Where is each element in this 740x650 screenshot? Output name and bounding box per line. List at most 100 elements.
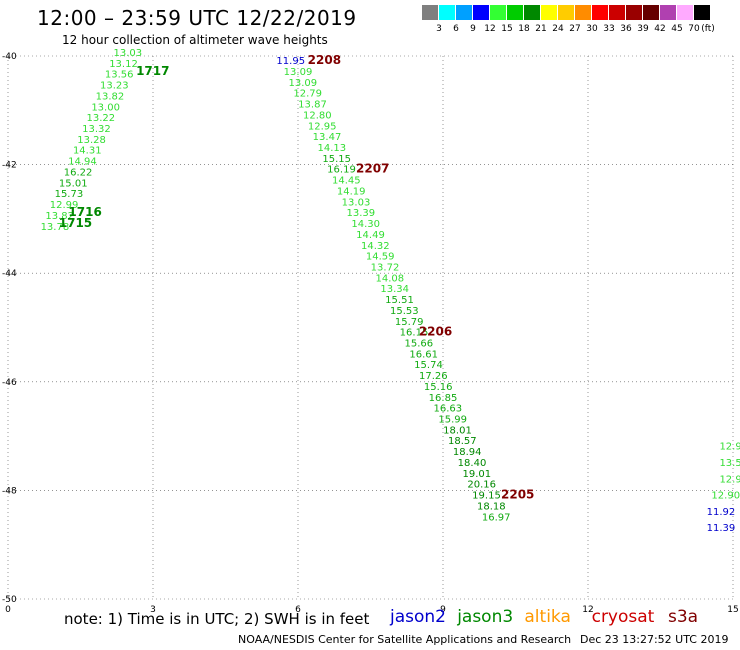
wave-height-value: 11.95 — [276, 56, 305, 67]
wave-height-value: 13.22 — [86, 113, 115, 124]
wave-height-value: 14.45 — [332, 176, 361, 187]
wave-height-value: 15.51 — [385, 295, 414, 306]
latitude-label: -44 — [2, 269, 17, 279]
longitude-label: 9 — [440, 605, 446, 615]
latitude-label: -48 — [2, 486, 17, 496]
latitude-label: -42 — [2, 161, 17, 171]
color-swatch — [677, 5, 693, 20]
wave-height-value: 13.34 — [380, 284, 409, 295]
legend-altika: altika — [524, 607, 571, 627]
credit-text: NOAA/NESDIS Center for Satellite Applica… — [238, 633, 572, 646]
color-scale-label: 45 — [671, 24, 683, 34]
wave-height-value: 15.74 — [414, 360, 443, 371]
note-text: note: 1) Time is in UTC; 2) SWH is in fe… — [64, 610, 370, 628]
color-swatch — [558, 5, 574, 20]
longitude-label: 15 — [727, 605, 738, 615]
wave-height-value: 14.49 — [356, 230, 385, 241]
wave-height-value: 12.79 — [293, 89, 322, 100]
longitude-label: 0 — [5, 605, 11, 615]
wave-height-value: 18.40 — [458, 458, 487, 469]
wave-height-value: 18.57 — [448, 436, 477, 447]
color-scale-label: 12 — [484, 24, 496, 34]
wave-height-value: 12.9 — [719, 442, 740, 453]
color-scale-label: 30 — [586, 24, 598, 34]
wave-height-value: 14.31 — [73, 146, 102, 157]
wave-height-value: 15.16 — [424, 382, 453, 393]
wave-height-value: 13.12 — [109, 59, 138, 70]
color-swatch — [541, 5, 557, 20]
wave-height-value: 14.94 — [68, 157, 97, 168]
wave-height-value: 12.9 — [719, 474, 740, 485]
color-swatch — [643, 5, 659, 20]
wave-height-value: 14.13 — [318, 143, 347, 154]
color-scale-label: 3 — [436, 24, 442, 34]
wave-height-value: 18.18 — [477, 501, 506, 512]
color-scale-label: 9 — [470, 24, 476, 34]
wave-height-value: 14.32 — [361, 241, 390, 252]
wave-height-value: 13.03 — [114, 48, 143, 59]
wave-height-value: 15.99 — [438, 415, 467, 426]
wave-height-value: 13.28 — [77, 135, 106, 146]
wave-height-value: 19.01 — [463, 469, 492, 480]
wave-height-value: 16.85 — [429, 393, 458, 404]
wave-height-value: 15.15 — [322, 154, 351, 165]
wave-height-value: 17.26 — [419, 371, 448, 382]
color-scale-label: 6 — [453, 24, 459, 34]
wave-height-value: 13.32 — [82, 124, 111, 135]
wave-height-value: 15.66 — [405, 339, 434, 350]
wave-height-value: 16.19 — [327, 165, 356, 176]
pass-time-label: 1715 — [59, 216, 92, 230]
pass-time-label: 2206 — [419, 325, 452, 339]
wave-height-value: 13.47 — [313, 132, 342, 143]
color-scale-label: 18 — [518, 24, 530, 34]
color-swatch — [439, 5, 455, 20]
wave-height-value: 12.95 — [308, 121, 337, 132]
wave-height-value: 13.87 — [298, 100, 327, 111]
wave-height-value: 15.53 — [390, 306, 419, 317]
wave-height-value: 13.09 — [284, 67, 313, 78]
page-subtitle: 12 hour collection of altimeter wave hei… — [62, 33, 328, 47]
wave-height-value: 16.63 — [434, 404, 463, 415]
pass-time-label: 1717 — [136, 64, 169, 78]
latitude-label: -40 — [2, 52, 17, 62]
wave-height-value: 13.23 — [100, 81, 129, 92]
wave-height-value: 18.94 — [453, 447, 482, 458]
color-scale-label: 70 — [688, 24, 700, 34]
wave-height-value: 13.03 — [342, 197, 371, 208]
wave-height-value: 19.15 — [472, 491, 501, 502]
wave-height-value: 18.01 — [443, 425, 472, 436]
longitude-label: 6 — [295, 605, 301, 615]
wave-height-value: 13.39 — [347, 208, 376, 219]
color-scale-unit: (ft) — [701, 24, 715, 34]
wave-height-value: 15.73 — [55, 189, 84, 200]
wave-height-value: 13.72 — [371, 262, 400, 273]
wave-height-value: 12.90 — [711, 491, 740, 502]
page-title: 12:00 – 23:59 UTC 12/22/2019 — [37, 6, 357, 30]
legend-jason3: jason3 — [457, 607, 514, 627]
wave-height-value: 11.92 — [707, 507, 736, 518]
color-swatch — [660, 5, 676, 20]
color-swatch — [592, 5, 608, 20]
color-swatch — [490, 5, 506, 20]
latitude-label: -46 — [2, 378, 17, 388]
color-scale-label: 42 — [654, 24, 666, 34]
color-scale-label: 39 — [637, 24, 649, 34]
color-swatch — [456, 5, 472, 20]
color-swatch — [575, 5, 591, 20]
wave-height-value: 20.16 — [467, 480, 496, 491]
color-swatch — [694, 5, 710, 20]
legend-jason2: jason2 — [390, 607, 446, 627]
wave-height-value: 13.5 — [719, 458, 740, 469]
longitude-label: 3 — [150, 605, 156, 615]
color-scale-label: 15 — [501, 24, 513, 34]
pass-time-label: 2207 — [356, 162, 389, 176]
wave-height-value: 14.08 — [376, 273, 405, 284]
color-scale-label: 21 — [535, 24, 547, 34]
latitude-label: -50 — [2, 595, 17, 605]
wave-height-value: 16.97 — [482, 512, 511, 523]
pass-time-label: 2205 — [501, 488, 534, 502]
color-swatch — [524, 5, 540, 20]
wave-height-value: 12.99 — [50, 200, 79, 211]
wave-height-value: 14.30 — [351, 219, 380, 230]
longitude-label: 12 — [582, 605, 593, 615]
